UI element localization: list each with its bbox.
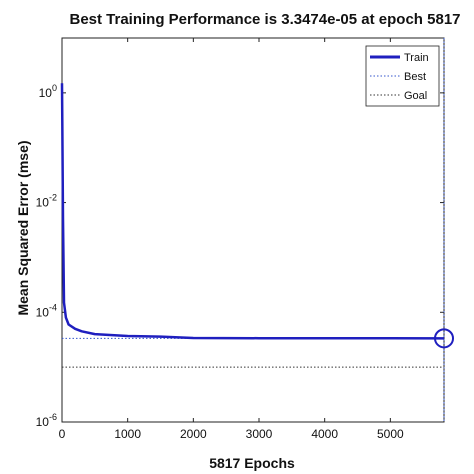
- axis-ticks: 0 1000 2000 3000 4000 5000 100 10-2 10-4 10-6: [36, 38, 444, 441]
- chart-title: Best Training Performance is 3.3474e-05 …: [69, 11, 460, 28]
- legend: Train Best Goal: [365, 45, 440, 107]
- y-axis-label: Mean Squared Error (mse): [15, 140, 31, 315]
- y-tick-label: 10-2: [36, 193, 57, 210]
- best-point-marker: [434, 328, 454, 349]
- x-tick-label: 0: [59, 427, 66, 441]
- series-line-train: [60, 83, 445, 340]
- x-tick-label: 3000: [246, 427, 273, 441]
- x-tick-label: 2000: [180, 427, 207, 441]
- series-group: [60, 83, 445, 340]
- x-tick-label: 4000: [311, 427, 338, 441]
- legend-train-label: Train: [404, 52, 429, 64]
- y-tick-label: 100: [39, 83, 57, 100]
- x-tick-label: 5000: [377, 427, 404, 441]
- y-tick-label: 10-6: [36, 412, 57, 429]
- reference-lines: [62, 38, 445, 422]
- legend-best-label: Best: [404, 71, 426, 83]
- y-tick-label: 10-4: [36, 302, 57, 319]
- x-tick-label: 1000: [114, 427, 141, 441]
- x-axis-label: 5817 Epochs: [209, 455, 295, 471]
- legend-goal-label: Goal: [404, 90, 427, 102]
